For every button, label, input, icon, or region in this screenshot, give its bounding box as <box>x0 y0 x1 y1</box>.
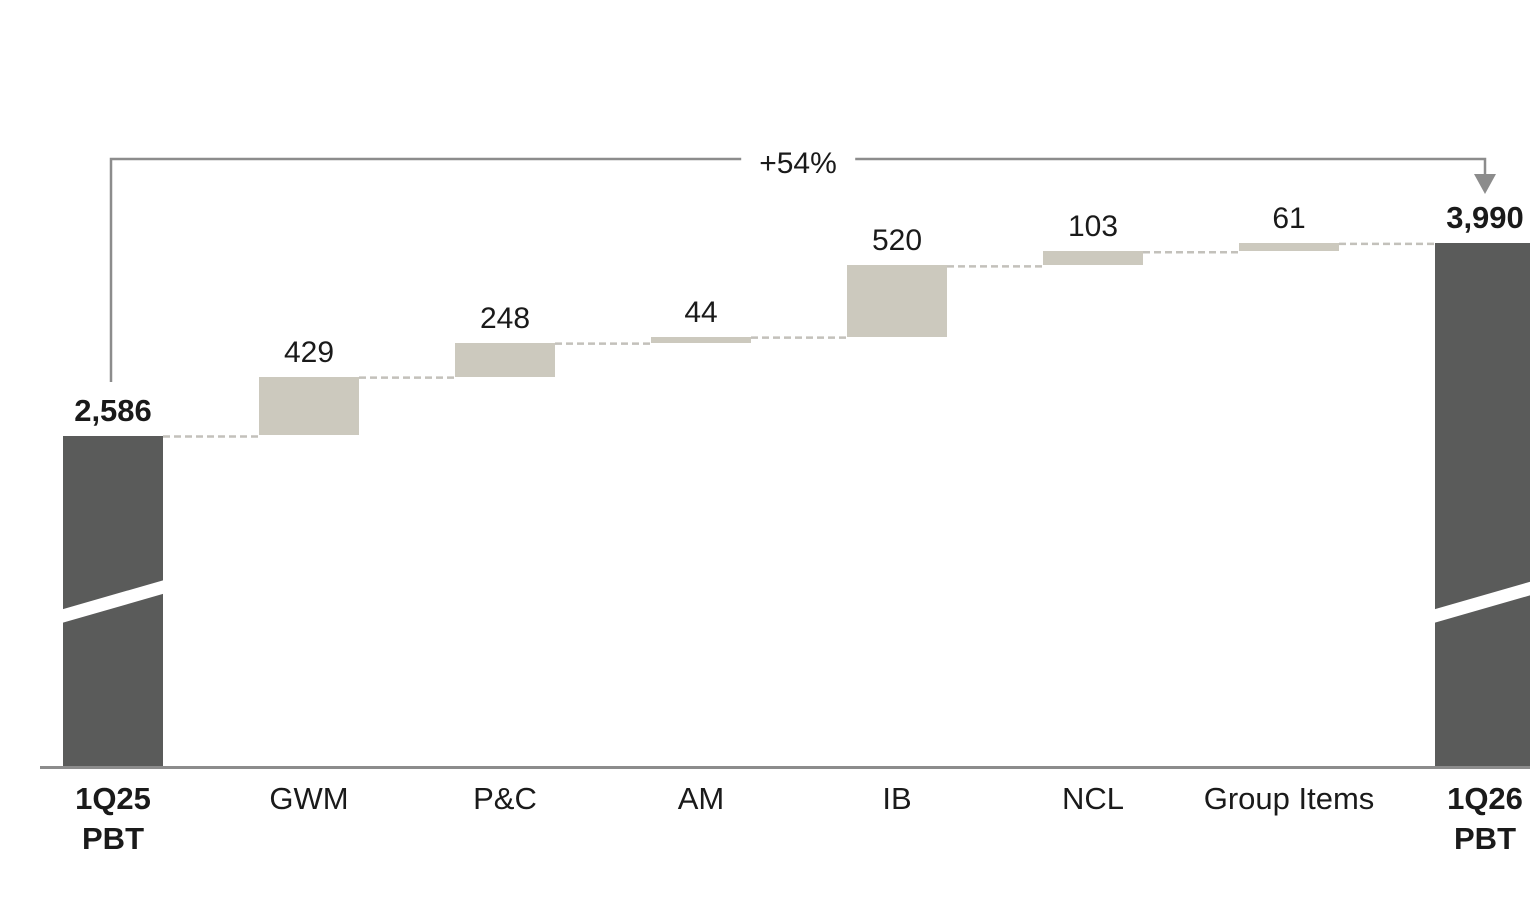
category-label-gwm: GWM <box>269 781 349 816</box>
value-label-1q26-pbt: 3,990 <box>1446 200 1524 235</box>
category-label-group-items: Group Items <box>1203 781 1375 816</box>
category-label-1q26-pbt: 1Q26 PBT <box>1447 781 1523 856</box>
value-label-am: 44 <box>684 295 718 329</box>
value-label-ib: 520 <box>871 224 923 258</box>
growth-arrow-label: +54% <box>741 147 855 181</box>
delta-bar-group-items <box>1239 242 1339 252</box>
total-bar-1q25-pbt <box>63 435 163 766</box>
waterfall-chart: 2,586 1Q25 PBT 429 GWM 248 P&C 44 AM 520 IB 103 NCL 6… <box>40 16 1530 886</box>
category-label-ib: IB <box>882 781 912 816</box>
delta-bar-p-c <box>455 342 555 377</box>
delta-bar-ncl <box>1043 251 1143 266</box>
value-label-gwm: 429 <box>283 335 335 369</box>
delta-bar-ib <box>847 265 947 337</box>
axis-break-slash <box>63 574 163 628</box>
category-label-p-c: P&C <box>473 781 537 816</box>
arrowhead-icon <box>1474 174 1496 194</box>
category-label-1q25-pbt: 1Q25 PBT <box>75 781 151 856</box>
category-label-am: AM <box>677 781 725 816</box>
value-label-1q25-pbt: 2,586 <box>74 392 152 428</box>
value-label-group-items: 61 <box>1272 201 1306 235</box>
x-axis-line <box>40 766 1530 769</box>
total-bar-1q26-pbt <box>1435 243 1530 766</box>
value-label-p-c: 248 <box>479 301 531 335</box>
delta-bar-am <box>651 336 751 343</box>
category-label-ncl: NCL <box>1061 781 1124 816</box>
delta-bar-gwm <box>259 376 359 436</box>
value-label-ncl: 103 <box>1067 210 1119 244</box>
axis-break-slash <box>1435 574 1530 628</box>
